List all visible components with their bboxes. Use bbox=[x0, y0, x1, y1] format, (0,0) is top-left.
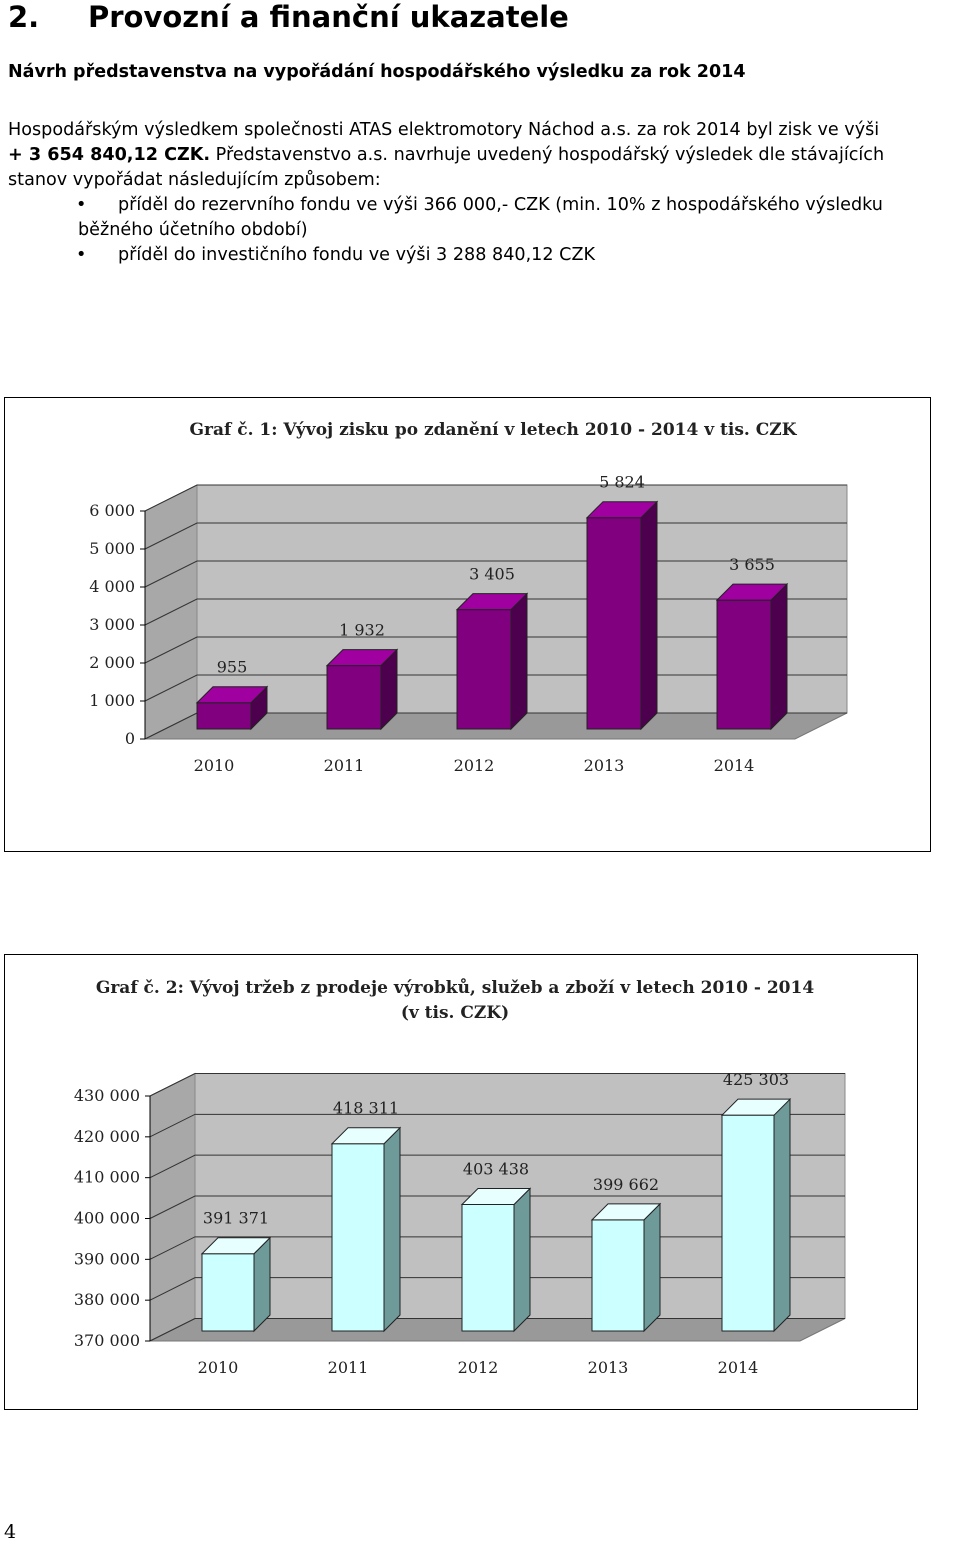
x-tick-label: 2013 bbox=[584, 756, 625, 775]
gridline bbox=[149, 1154, 845, 1179]
y-tick-label: 380 000 bbox=[74, 1290, 140, 1309]
chart-title: Graf č. 1: Vývoj zisku po zdanění v lete… bbox=[190, 420, 798, 440]
x-tick-label: 2011 bbox=[324, 756, 365, 775]
bar-top bbox=[590, 1203, 662, 1221]
bar-side bbox=[510, 592, 528, 731]
bar-side bbox=[513, 1187, 531, 1333]
bar-top bbox=[200, 1237, 272, 1255]
bar bbox=[586, 517, 642, 730]
bar-side bbox=[640, 500, 658, 731]
page-number: 4 bbox=[4, 1521, 17, 1543]
x-tick-label: 2011 bbox=[328, 1358, 369, 1377]
x-tick-label: 2013 bbox=[588, 1358, 629, 1377]
data-label: 3 655 bbox=[729, 555, 775, 574]
y-tick-label: 2 000 bbox=[89, 653, 135, 672]
bar-top bbox=[330, 1127, 402, 1145]
y-tick-label: 400 000 bbox=[74, 1209, 140, 1228]
gridline bbox=[149, 1073, 845, 1097]
subheading: Návrh představenstva na vypořádání hospo… bbox=[8, 62, 746, 82]
y-tick-label: 410 000 bbox=[74, 1168, 140, 1187]
data-label: 3 405 bbox=[469, 565, 515, 584]
x-tick-label: 2014 bbox=[718, 1358, 759, 1377]
bar bbox=[591, 1219, 645, 1332]
list-item: • příděl do investičního fondu ve výši 3… bbox=[8, 243, 960, 268]
revenue-chart-svg: Graf č. 2: Vývoj tržeb z prodeje výrobků… bbox=[74, 977, 846, 1377]
paragraph-line-1: Hospodářským výsledkem společnosti ATAS … bbox=[8, 120, 880, 140]
y-tick-label: 1 000 bbox=[89, 691, 135, 710]
bullet-list: • příděl do rezervního fondu ve výši 366… bbox=[8, 193, 960, 268]
bar-top bbox=[195, 686, 269, 704]
profit-amount: + 3 654 840,12 CZK. bbox=[8, 145, 211, 165]
y-tick-label: 0 bbox=[125, 729, 135, 748]
bar bbox=[196, 702, 252, 730]
y-tick-label: 370 000 bbox=[74, 1331, 140, 1350]
paragraph-line-2: + 3 654 840,12 CZK. Představenstvo a.s. … bbox=[8, 143, 956, 168]
y-tick-label: 420 000 bbox=[74, 1127, 140, 1146]
data-label: 955 bbox=[217, 658, 248, 677]
section-heading: 2. Provozní a finanční ukazatele bbox=[8, 0, 569, 34]
bar-top bbox=[460, 1187, 532, 1205]
y-tick-label: 5 000 bbox=[89, 539, 135, 558]
x-tick-label: 2012 bbox=[458, 1358, 499, 1377]
y-tick-label: 4 000 bbox=[89, 577, 135, 596]
bar bbox=[326, 665, 382, 730]
x-tick-label: 2014 bbox=[714, 756, 755, 775]
y-tick-label: 390 000 bbox=[74, 1249, 140, 1268]
bar-top bbox=[585, 501, 659, 519]
y-tick-label: 3 000 bbox=[89, 615, 135, 634]
data-label: 418 311 bbox=[333, 1099, 399, 1118]
bar bbox=[716, 599, 772, 730]
paragraph-line-3: stanov vypořádat následujícím způsobem: bbox=[8, 170, 381, 190]
data-label: 5 824 bbox=[599, 473, 645, 492]
list-item-text: příděl do rezervního fondu ve výši 366 0… bbox=[118, 195, 883, 215]
bar-side bbox=[770, 582, 788, 731]
chart-title: Graf č. 2: Vývoj tržeb z prodeje výrobků… bbox=[96, 977, 815, 998]
gridline bbox=[149, 1113, 845, 1138]
bar-top bbox=[455, 593, 529, 611]
data-label: 391 371 bbox=[203, 1209, 269, 1228]
bar-side bbox=[643, 1202, 661, 1333]
x-tick-label: 2010 bbox=[194, 756, 235, 775]
profit-chart: Graf č. 1: Vývoj zisku po zdanění v lete… bbox=[4, 397, 931, 852]
y-tick-label: 430 000 bbox=[74, 1086, 140, 1105]
paragraph-line-2-rest: Představenstvo a.s. navrhuje uvedený hos… bbox=[210, 145, 885, 165]
list-item-continuation: běžného účetního období) bbox=[78, 220, 308, 240]
list-item-text: příděl do investičního fondu ve výši 3 2… bbox=[118, 245, 596, 265]
bullet-icon: • bbox=[76, 195, 87, 215]
section-number: 2. bbox=[8, 0, 40, 34]
bar-top bbox=[325, 649, 399, 667]
section-title: Provozní a finanční ukazatele bbox=[88, 0, 569, 34]
bullet-icon: • bbox=[76, 245, 87, 265]
bar-side bbox=[383, 1126, 401, 1333]
bar-top bbox=[720, 1098, 792, 1116]
gridline bbox=[144, 484, 847, 512]
bar bbox=[456, 609, 512, 730]
bar bbox=[721, 1114, 775, 1332]
data-label: 425 303 bbox=[723, 1070, 789, 1089]
x-tick-label: 2010 bbox=[198, 1358, 239, 1377]
gridline bbox=[149, 1195, 845, 1219]
profit-chart-svg: Graf č. 1: Vývoj zisku po zdanění v lete… bbox=[89, 420, 848, 775]
bar bbox=[331, 1143, 385, 1332]
list-item: • příděl do rezervního fondu ve výši 366… bbox=[8, 193, 960, 243]
x-tick-label: 2012 bbox=[454, 756, 495, 775]
y-tick-label: 6 000 bbox=[89, 501, 135, 520]
bar-top bbox=[715, 583, 789, 601]
revenue-chart: Graf č. 2: Vývoj tržeb z prodeje výrobků… bbox=[4, 954, 918, 1410]
data-label: 403 438 bbox=[463, 1159, 529, 1178]
data-label: 399 662 bbox=[593, 1175, 659, 1194]
data-label: 1 932 bbox=[339, 621, 385, 640]
paragraph: Hospodářským výsledkem společnosti ATAS … bbox=[8, 118, 956, 193]
bar bbox=[201, 1253, 255, 1332]
bar bbox=[461, 1203, 515, 1332]
bar-side bbox=[773, 1097, 791, 1333]
chart-subtitle: (v tis. CZK) bbox=[401, 1003, 509, 1023]
